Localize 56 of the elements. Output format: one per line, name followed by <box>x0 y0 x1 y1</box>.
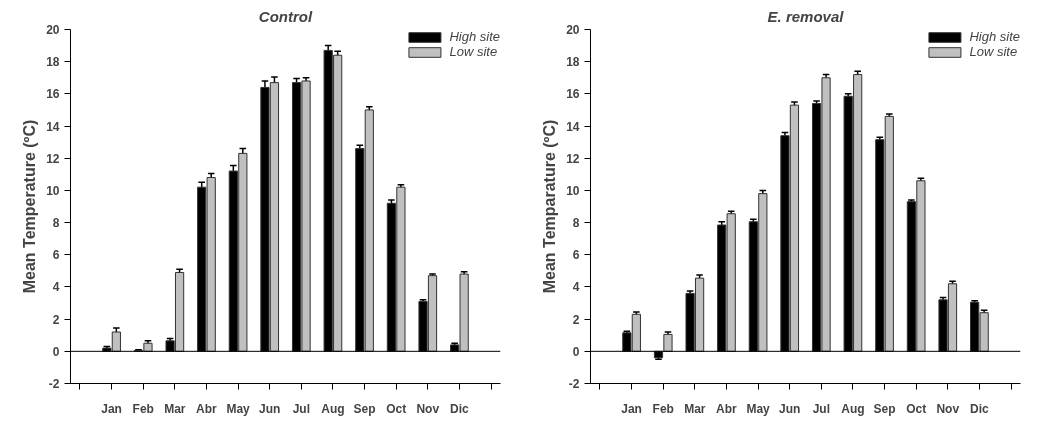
x-tick-label: Jan <box>101 401 122 416</box>
y-tick-label: 14 <box>46 119 60 134</box>
y-tick-label: 18 <box>46 55 60 70</box>
y-tick-label: 10 <box>566 183 580 198</box>
x-tick-label: Nov <box>416 401 440 416</box>
x-tick-label: Sep <box>353 401 376 416</box>
x-tick-label: Aug <box>321 401 345 416</box>
chart-title: Control <box>258 7 313 25</box>
y-tick-label: 16 <box>46 87 60 102</box>
x-tick-label: Feb <box>652 401 674 416</box>
y-tick-label: 10 <box>46 183 60 198</box>
legend-label: Low site <box>449 44 498 59</box>
chart-title: E. removal <box>767 7 845 25</box>
x-tick-label: Jun <box>259 401 281 416</box>
y-tick-label: 4 <box>52 280 60 295</box>
y-tick-label: 4 <box>572 280 580 295</box>
y-tick-label: 2 <box>572 312 580 327</box>
y-axis-title: Mean Temparature (ºC) <box>541 119 559 294</box>
y-tick-label: 14 <box>566 119 580 134</box>
y-tick-label: 20 <box>46 23 60 37</box>
x-tick-label: Jul <box>812 401 830 416</box>
y-axis-title: Mean Temperature (ºC) <box>21 119 39 294</box>
y-tick-label: 20 <box>566 23 580 37</box>
x-tick-label: Abr <box>716 401 738 416</box>
x-tick-label: Dic <box>970 401 990 416</box>
y-tick-label: 8 <box>572 216 580 231</box>
x-tick-label: Oct <box>386 401 407 416</box>
y-tick-label: 16 <box>566 87 580 102</box>
x-tick-label: Jun <box>779 401 801 416</box>
legend-label: High site <box>449 29 500 44</box>
legend-label: High site <box>969 29 1020 44</box>
y-tick-label: 2 <box>52 312 60 327</box>
x-tick-label: Feb <box>132 401 154 416</box>
y-tick-label: -2 <box>48 377 60 391</box>
y-tick-label: 12 <box>566 151 580 166</box>
x-tick-label: May <box>226 401 251 416</box>
x-tick-label: Jan <box>621 401 642 416</box>
y-tick-label: -2 <box>568 377 580 391</box>
x-tick-label: Dic <box>450 401 470 416</box>
x-tick-label: Mar <box>684 401 706 416</box>
legend-label: Low site <box>969 44 1018 59</box>
x-tick-label: Oct <box>906 401 927 416</box>
y-tick-label: 6 <box>52 248 60 263</box>
x-tick-label: Mar <box>164 401 186 416</box>
y-tick-label: 6 <box>572 248 580 263</box>
y-tick-label: 8 <box>52 216 60 231</box>
y-tick-label: 12 <box>46 151 60 166</box>
y-tick-label: 0 <box>572 344 580 359</box>
y-tick-label: 0 <box>52 344 60 359</box>
x-tick-label: Nov <box>936 401 960 416</box>
x-tick-label: Aug <box>841 401 865 416</box>
x-tick-label: Sep <box>873 401 896 416</box>
x-tick-label: Abr <box>196 401 218 416</box>
y-tick-label: 18 <box>566 55 580 70</box>
x-tick-label: May <box>746 401 771 416</box>
x-tick-label: Jul <box>292 401 310 416</box>
